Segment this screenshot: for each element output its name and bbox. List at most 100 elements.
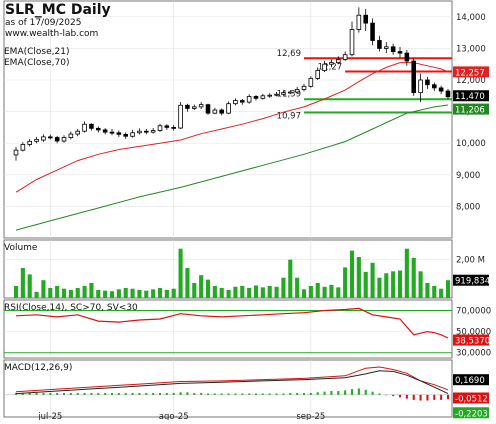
chart-source: www.wealth-lab.com	[5, 29, 99, 39]
volume-bar	[397, 270, 403, 298]
candle-body	[226, 103, 231, 114]
volume-bar	[267, 286, 272, 298]
volume-bar	[322, 286, 327, 298]
volume-bar	[377, 277, 382, 298]
candle-body	[418, 79, 423, 94]
volume-bar	[55, 286, 60, 298]
candle-body	[27, 140, 32, 145]
macd-line	[15, 370, 449, 395]
candle-body	[253, 96, 259, 99]
ema70-value-tag: 11,206	[455, 106, 485, 116]
volume-bar	[123, 287, 128, 298]
price-y-tick-label: 13,000	[456, 44, 486, 54]
macd-histogram-bar	[248, 393, 251, 395]
volume-bar	[20, 268, 25, 298]
volume-bar	[82, 286, 87, 298]
macd-histogram-bar	[412, 394, 415, 400]
candle-body	[219, 109, 224, 114]
macd-histogram-bar	[302, 392, 306, 395]
macd-histogram-bar	[234, 393, 237, 395]
volume-bar	[151, 289, 156, 298]
macd-histogram-bar	[268, 393, 271, 395]
ema70-value-tag-bg	[453, 103, 489, 115]
volume-bar	[212, 286, 217, 298]
macd-histogram-bar	[83, 392, 86, 395]
candle-body	[322, 63, 327, 71]
volume-bar	[192, 282, 197, 298]
volume-bar	[370, 262, 375, 298]
candle-body	[397, 51, 403, 54]
macd-histogram-bar	[392, 394, 395, 397]
volume-bar	[301, 289, 307, 298]
macd-histogram-bar	[21, 392, 24, 395]
price-y-tick-label: 9,000	[456, 171, 480, 181]
macd-histogram-bar	[165, 392, 168, 395]
price-y-tick-label: 14,000	[456, 13, 486, 23]
volume-bar	[439, 288, 444, 298]
macd-signal-line	[15, 366, 449, 393]
candle-body	[137, 130, 142, 134]
candle-body	[308, 78, 314, 87]
volume-bar	[185, 268, 190, 298]
macd-histogram-bar	[309, 392, 312, 395]
volume-bar	[315, 282, 320, 298]
macd-histogram-bar	[296, 392, 299, 395]
macd-histogram-bar	[200, 392, 203, 395]
rsi-pane-title: RSI(Close,14), SC>70, SV<30	[4, 303, 138, 313]
candle-body	[342, 54, 348, 60]
rsi-y-tick-label: 50,0000	[456, 328, 491, 338]
volume-bar	[178, 248, 183, 298]
macd-histogram-bar	[124, 392, 127, 395]
candle-body	[48, 136, 53, 139]
volume-bar	[336, 287, 341, 298]
macd-histogram-bar	[371, 391, 374, 395]
candle-body	[233, 100, 238, 105]
volume-bar	[27, 274, 32, 298]
candle-body	[96, 127, 101, 131]
x-tick-label: sep-25	[296, 412, 325, 420]
candle-body	[404, 52, 410, 62]
price-y-tick-label: 10,000	[456, 139, 486, 149]
candle-body	[335, 59, 341, 64]
candle-body	[198, 104, 204, 108]
macd-histogram-bar	[378, 393, 381, 395]
volume-bar	[274, 286, 279, 298]
macd-histogram-bar	[344, 390, 347, 395]
macd-histogram-bar	[433, 394, 436, 400]
chart-subtitle: as of 17/09/2025	[5, 18, 82, 28]
volume-bar	[432, 286, 437, 298]
candle-body	[239, 100, 245, 103]
macd-histogram-bar	[220, 393, 223, 395]
rsi-value-tag-bg	[453, 334, 489, 346]
volume-bar	[157, 287, 163, 298]
level-label: 12,27	[318, 62, 342, 72]
volume-bar	[260, 287, 265, 298]
candle-body	[425, 79, 430, 86]
volume-bar	[68, 289, 73, 298]
volume-bar	[144, 290, 149, 298]
x-tick-label: ago-25	[159, 412, 189, 420]
macd-histogram-bar	[172, 392, 175, 395]
macd-value-tag: 0,1690	[455, 376, 485, 386]
macd-histogram-bar	[62, 392, 66, 395]
volume-bar	[164, 289, 169, 298]
candle-body	[287, 91, 293, 94]
candle-body	[356, 14, 362, 30]
volume-bar	[34, 291, 39, 298]
volume-bar	[445, 280, 451, 298]
candle-body	[116, 132, 122, 135]
candle-body	[363, 14, 369, 24]
volume-bar	[411, 257, 416, 298]
macd-histogram-bar	[213, 393, 216, 395]
last-price-tag-bg	[453, 90, 489, 102]
ema21-value-tag-bg	[453, 66, 489, 78]
candle-body	[390, 46, 396, 52]
volume-bar	[13, 286, 19, 298]
candle-body	[61, 137, 67, 142]
macd-histogram-bar	[49, 392, 52, 395]
ema70-line	[15, 104, 449, 231]
macd-hist-value-tag: -0,2203	[455, 409, 488, 419]
macd-histogram-bar	[419, 394, 422, 401]
candle-body	[75, 130, 81, 135]
